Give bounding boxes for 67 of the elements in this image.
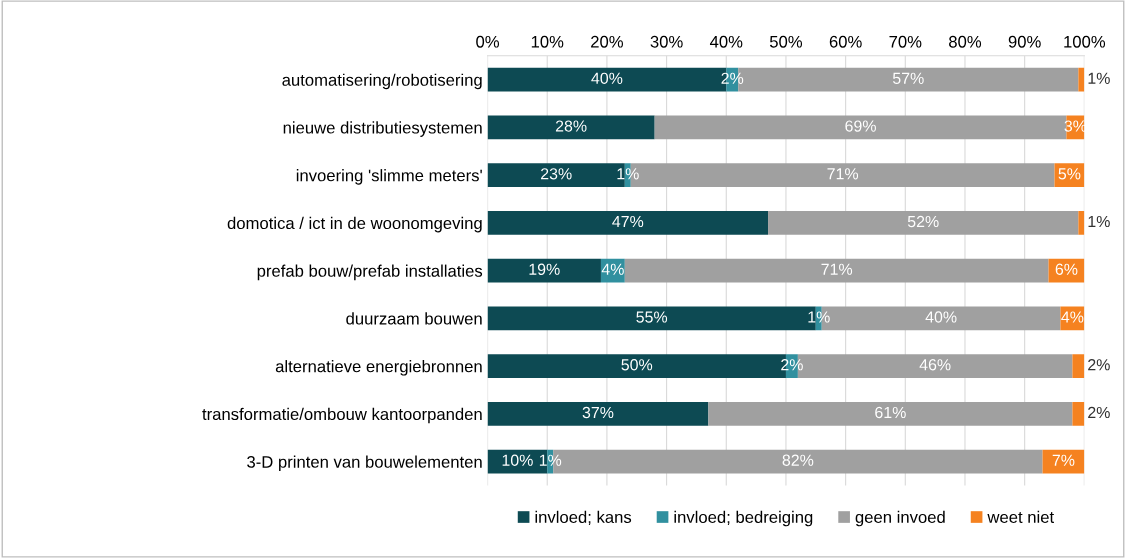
bar [487,258,601,283]
y-tick-label: 3-D printen van bouwelementen [247,455,482,472]
legend-label: geen invoed [855,510,945,527]
x-tick-label: 40% [709,35,743,48]
data-label: 4% [601,263,624,275]
bar [708,401,1073,426]
bar [1078,67,1085,92]
data-label: 1% [617,168,639,180]
data-label: 2% [1088,359,1110,371]
x-tick-label: 100% [1064,35,1106,48]
y-tick-label: domotica / ict in de woonomgeving [227,216,482,233]
y-tick-label: nieuwe distributiesystemen [283,121,482,137]
y-tick-label: prefab bouw/prefab installaties [257,264,483,281]
y-tick-label: transformatie/ombouw kantoorpanden [202,407,482,424]
data-label: 5% [1058,168,1081,180]
x-tick-label: 10% [531,35,564,48]
data-label: 1% [1088,72,1110,84]
data-label: 19% [529,263,560,275]
bar [487,210,769,235]
bar [624,258,1049,283]
bar [768,210,1079,235]
data-label: 61% [875,406,906,419]
bar [1078,210,1085,235]
bar [1054,163,1085,188]
y-tick-label: automatisering/robotisering [282,73,482,90]
data-label: 69% [845,120,876,132]
y-tick-label: alternatieve energiebronnen [275,360,482,376]
data-label: 1% [1088,215,1110,228]
data-label: 7% [1052,454,1075,466]
data-label: 46% [919,359,951,371]
bar [487,401,709,426]
data-label: 71% [827,168,859,180]
bar [1042,449,1085,474]
data-label: 52% [907,215,939,228]
data-label: 40% [925,311,957,323]
data-label: 57% [892,72,924,84]
data-label: 71% [821,263,853,275]
x-tick-label: 60% [829,35,862,48]
data-label: 2% [1088,406,1110,419]
data-label: 10% [502,454,533,466]
data-label: 55% [636,311,668,323]
x-tick-label: 0% [476,35,500,48]
data-label: 47% [612,215,644,228]
legend-label: invloed; bedreiging [674,510,813,527]
data-label: 40% [591,72,623,84]
bar [487,115,655,140]
data-label: 37% [582,406,614,419]
data-label: 82% [782,454,814,466]
x-tick-label: 50% [769,35,803,48]
legend-label: invloed; kans [535,510,632,525]
y-tick-label: duurzaam bouwen [346,312,482,325]
x-tick-label: 90% [1008,35,1041,48]
data-label: 6% [1055,263,1078,275]
x-tick-label: 70% [889,35,922,48]
data-label: 2% [781,359,803,371]
data-label: 50% [621,359,653,371]
bar [1072,401,1085,426]
bar [1072,354,1085,379]
x-tick-label: 80% [949,35,982,48]
x-tick-label: 30% [650,35,683,48]
data-label: 23% [541,168,572,180]
legend-label: weet niet [987,510,1055,524]
data-label: 4% [1061,311,1084,323]
data-label: 28% [555,120,587,132]
data-label: 1% [808,311,830,323]
x-tick-label: 20% [591,35,623,48]
y-tick-label: invoering 'slimme meters' [296,169,482,185]
